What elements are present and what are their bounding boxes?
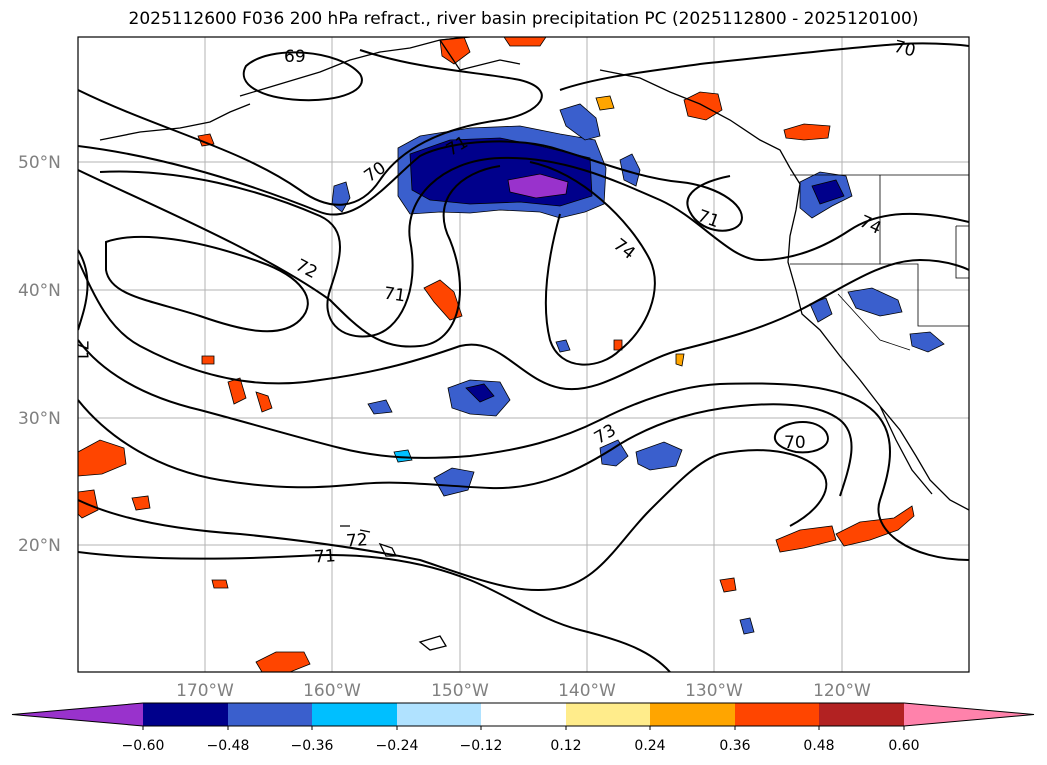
anomaly-region (131, 495, 151, 511)
colorbar-ticks (142, 726, 905, 730)
map-frame (77, 36, 970, 673)
colorbar-swatch (12, 703, 143, 726)
positive-anomaly-regions (78, 37, 915, 672)
latitude-labels: 50°N 40°N 30°N 20°N (18, 153, 61, 556)
alaska-coast (99, 37, 791, 169)
colorbar-swatch (481, 703, 566, 726)
contour-line (78, 339, 969, 561)
small-island (418, 635, 448, 651)
contour-label: 70 (784, 433, 806, 453)
colorbar-swatch (312, 703, 397, 726)
anomaly-region (507, 173, 569, 199)
colorbar-swatch (904, 703, 1034, 726)
colorbar-tick-label: −0.48 (207, 738, 250, 754)
anomaly-region (719, 577, 737, 593)
colorbar-tick-label: −0.36 (291, 738, 334, 754)
anomaly-region (201, 355, 215, 365)
anomaly-region (423, 279, 463, 321)
colorbar-swatch (735, 703, 819, 726)
anomaly-region (835, 505, 915, 547)
anomaly-region (613, 339, 623, 351)
lon-label: 140°W (558, 681, 616, 701)
anomaly-region (78, 439, 127, 477)
colorbar-swatch (566, 703, 650, 726)
anomaly-region (465, 383, 495, 403)
anomaly-region (619, 153, 641, 187)
colorbar-tick-label: 0.48 (803, 738, 834, 754)
lon-label: 120°W (813, 681, 871, 701)
contour-line (78, 140, 743, 232)
anomaly-region (555, 339, 571, 353)
map-title: 2025112600 F036 200 hPa refract., river … (128, 9, 919, 29)
contour-line (78, 42, 969, 206)
anomaly-region (433, 467, 475, 497)
contour-line (78, 249, 89, 331)
contour-label: 71 (313, 546, 336, 567)
contour-line (773, 421, 829, 454)
lat-label: 50°N (18, 153, 61, 173)
anomaly-region (847, 287, 903, 317)
anomaly-region (595, 95, 615, 111)
colorbar-tick-label: 0.12 (550, 738, 581, 754)
contour-label: 72 (345, 530, 368, 551)
anomaly-region (783, 123, 831, 141)
anomaly-region (255, 651, 311, 672)
anomaly-region (909, 331, 945, 353)
lat-label: 20°N (18, 536, 61, 556)
contour-line (529, 161, 656, 366)
lat-label: 40°N (18, 281, 61, 301)
colorbar: −0.60 −0.48 −0.36 −0.24 −0.12 0.12 0.24 … (11, 702, 1035, 754)
longitude-labels: 170°W 160°W 150°W 140°W 130°W 120°W (176, 681, 871, 701)
anomaly-region (367, 399, 393, 415)
colorbar-swatch (397, 703, 481, 726)
colorbar-tick-label: −0.12 (460, 738, 503, 754)
contour-line (78, 551, 671, 672)
political-boundaries (790, 174, 969, 351)
lon-label: 150°W (431, 681, 489, 701)
anomaly-region (811, 179, 845, 205)
contour-line (78, 449, 828, 592)
contour-line (242, 51, 363, 102)
anomaly-region (559, 103, 601, 141)
colorbar-swatches (11, 702, 1035, 727)
contour-line (78, 165, 501, 348)
colorbar-swatch (228, 703, 312, 726)
colorbar-tick-label: −0.24 (376, 738, 419, 754)
anomaly-region (211, 579, 229, 589)
contour-label: 71 (383, 284, 407, 307)
colorbar-swatch (143, 703, 228, 726)
lon-label: 160°W (303, 681, 361, 701)
lat-label: 30°N (18, 409, 61, 429)
colorbar-tick-label: 0.60 (888, 738, 919, 754)
anomaly-region (197, 133, 215, 147)
anomaly-region (675, 353, 685, 367)
coastlines (99, 37, 969, 651)
anomaly-region (775, 525, 837, 553)
baja-california (879, 405, 933, 495)
contour-line (78, 258, 969, 391)
contour-label: 69 (284, 47, 306, 67)
colorbar-tick-label: 0.36 (719, 738, 750, 754)
contour-line (78, 399, 853, 497)
colorbar-swatch (650, 703, 735, 726)
anomaly-region (255, 391, 273, 413)
anomaly-region (599, 439, 629, 467)
anomaly-region (393, 449, 413, 463)
anomaly-region (503, 37, 547, 47)
colorbar-tick-label: −0.60 (122, 738, 165, 754)
contour-line (99, 156, 969, 338)
contour-label: 71 (71, 340, 91, 362)
contour-line (105, 235, 309, 333)
contour-labels: 69 70 71 70 72 71 74 71 74 71 73 70 72 7… (71, 37, 917, 568)
lon-label: 170°W (176, 681, 234, 701)
colorbar-swatch (819, 703, 904, 726)
lon-label: 130°W (685, 681, 743, 701)
anomaly-region (739, 617, 755, 635)
north-america-west-coast (787, 167, 969, 511)
colorbar-tick-label: 0.24 (634, 738, 665, 754)
refractivity-contours (78, 42, 969, 672)
anomaly-region (635, 441, 683, 471)
